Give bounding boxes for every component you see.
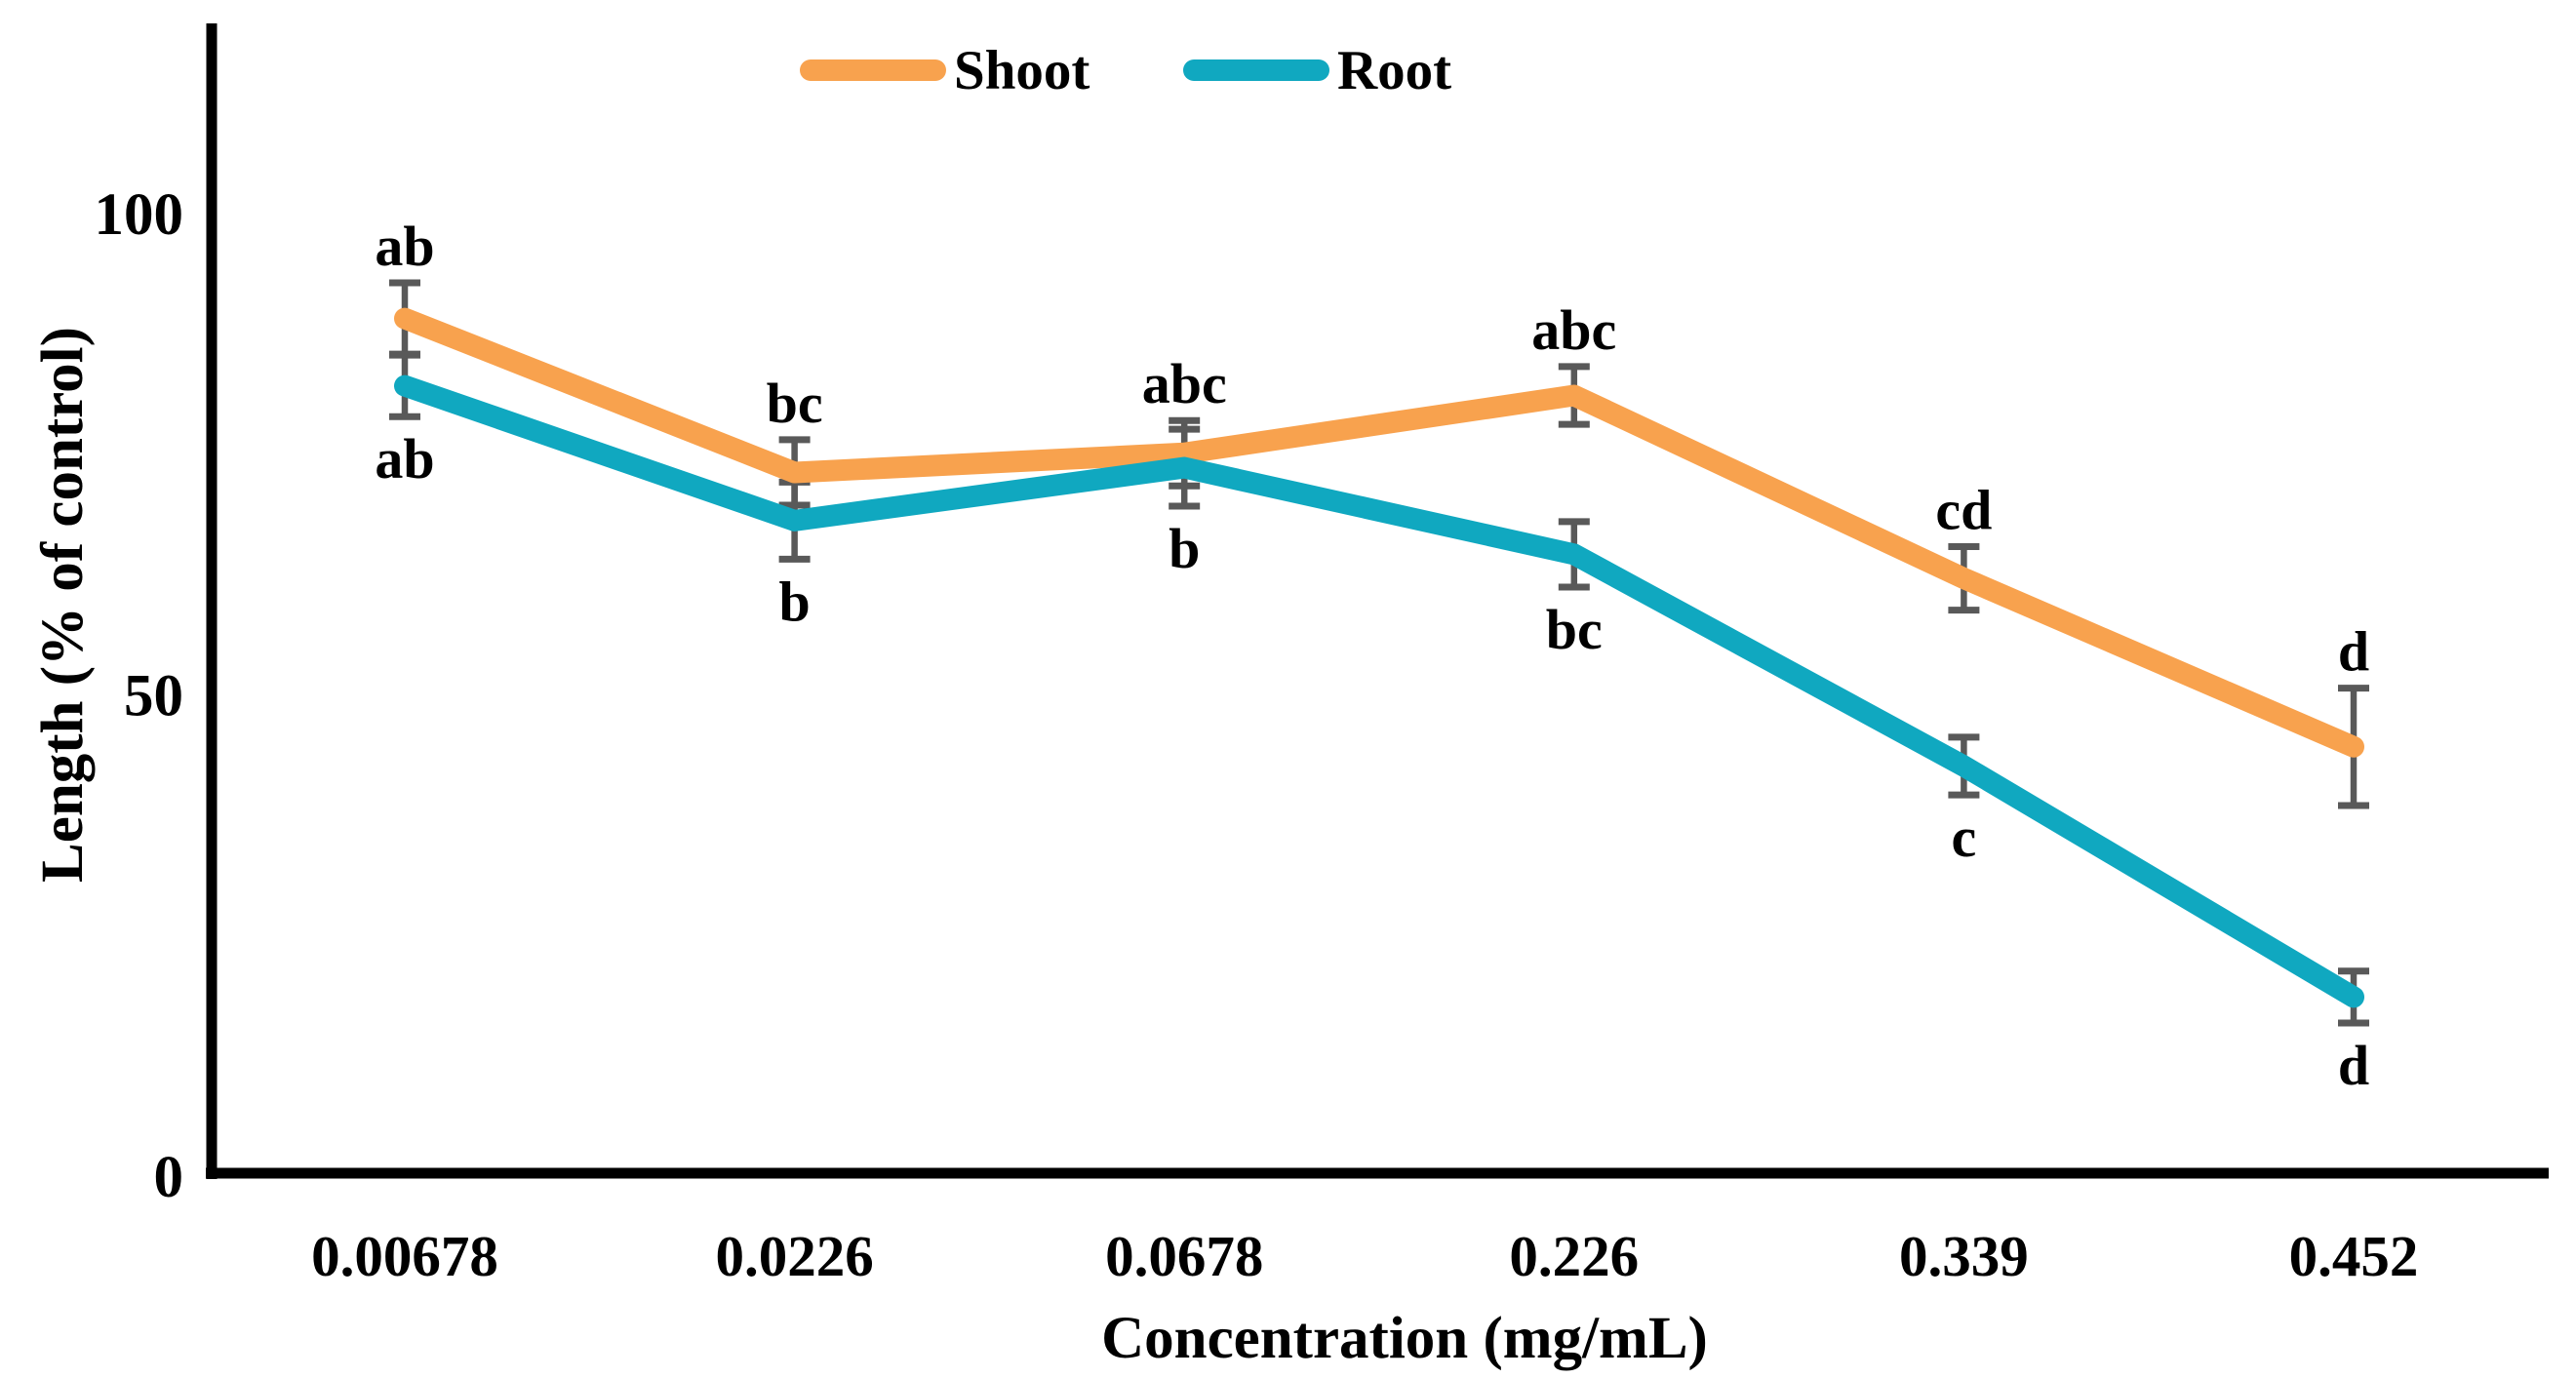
x-tick-label: 0.452: [2289, 1224, 2419, 1288]
shoot-sig-letter: d: [2338, 620, 2369, 684]
legend-item-shoot: Shoot: [800, 37, 1090, 103]
root-line: [394, 374, 2364, 1008]
shoot-sig-letter: ab: [375, 215, 434, 278]
shoot-legend-swatch: [800, 59, 946, 81]
x-tick-label: 0.0678: [1105, 1224, 1263, 1288]
x-tick-label: 0.226: [1509, 1224, 1639, 1288]
x-tick-label: 0.0226: [715, 1224, 873, 1288]
axes-group: [206, 23, 2549, 1179]
root-sig-letter: bc: [1546, 598, 1603, 661]
shoot-sig-letter: bc: [767, 372, 823, 435]
root-sig-letter: b: [778, 570, 810, 633]
x-tick-label: 0.339: [1899, 1224, 2029, 1288]
series-lines-group: [394, 307, 2364, 1008]
shoot-sig-letter: abc: [1531, 298, 1616, 362]
root-sig-letter: d: [2338, 1034, 2369, 1097]
legend-item-root: Root: [1183, 37, 1451, 103]
shoot-sig-letter: cd: [1935, 478, 1992, 541]
tick-labels-group: 0 50 100 0.00678 0.0226 0.0678 0.226 0.339 0.452: [95, 182, 2419, 1288]
error-bars-group: [389, 279, 2369, 1027]
root-sig-letter: ab: [375, 427, 434, 491]
root-legend-swatch: [1183, 59, 1329, 81]
x-axis-title: Concentration (mg/mL): [1101, 1306, 1708, 1371]
shoot-legend-label: Shoot: [954, 39, 1090, 101]
y-tick-label: 100: [95, 182, 184, 248]
root-sig-letter: c: [1952, 806, 1977, 869]
y-tick-label: 0: [154, 1145, 184, 1210]
x-tick-label: 0.00678: [311, 1224, 498, 1288]
y-axis-title: Length (% of control): [30, 327, 96, 883]
shoot-sig-letter: abc: [1142, 352, 1227, 415]
root-sig-letter: b: [1169, 517, 1200, 580]
shoot-line: [394, 307, 2364, 758]
root-legend-label: Root: [1337, 39, 1452, 101]
y-tick-label: 50: [124, 663, 183, 728]
